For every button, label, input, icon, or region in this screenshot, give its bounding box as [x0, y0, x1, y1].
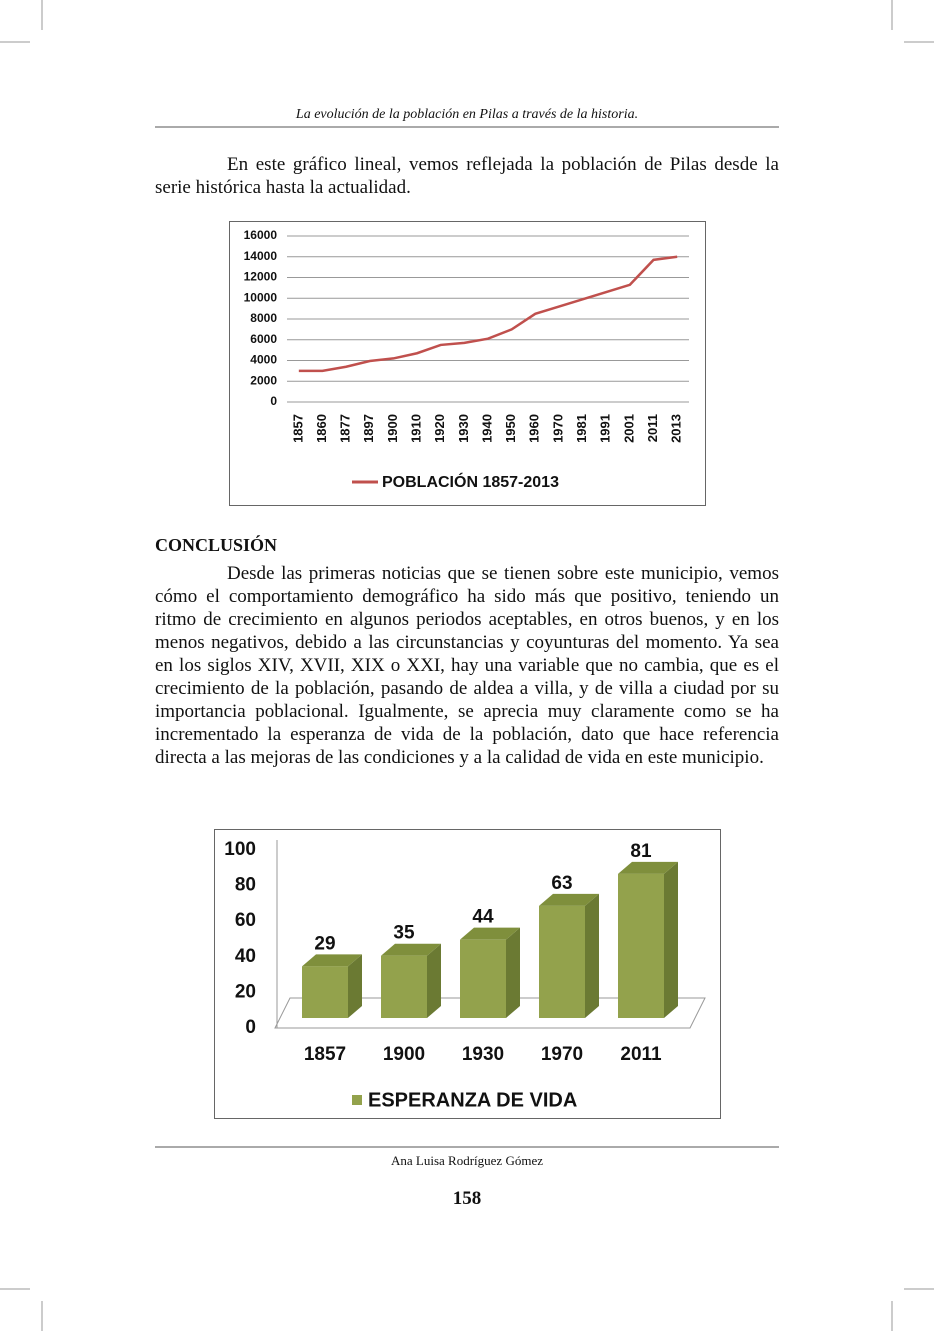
y-tick-label: 8000: [250, 311, 277, 325]
bar: [539, 893, 599, 1018]
y-tick-label: 40: [235, 946, 256, 967]
bar-top: [539, 893, 599, 906]
section-heading: CONCLUSIÓN: [155, 535, 278, 555]
bar-top: [460, 927, 520, 940]
x-tick-label: 1930: [456, 414, 471, 443]
data-label: 81: [630, 841, 652, 862]
y-tick-label: 0: [245, 1017, 256, 1038]
bar-side: [506, 927, 520, 1018]
bar-side: [348, 954, 362, 1018]
x-tick-label: 2011: [620, 1044, 662, 1065]
x-tick-label: 2011: [645, 414, 660, 442]
x-tick-label: 1860: [314, 414, 329, 443]
y-tick-label: 6000: [250, 332, 277, 346]
bar-side: [427, 943, 441, 1018]
x-tick-label: 1900: [385, 414, 400, 443]
x-tick-label: 1920: [432, 414, 447, 443]
y-tick-label: 80: [235, 875, 256, 896]
x-tick-label: 1857: [304, 1044, 346, 1065]
x-tick-label: 1950: [503, 414, 518, 443]
data-label: 44: [472, 907, 494, 928]
y-tick-label: 16000: [244, 228, 278, 242]
bar-front: [302, 966, 348, 1018]
bar-side: [585, 893, 599, 1018]
x-tick-label: 1877: [338, 414, 353, 443]
paragraph: En este gráfico lineal, vemos reflejada …: [155, 154, 779, 198]
x-tick-label: 1910: [408, 414, 423, 443]
y-tick-label: 60: [235, 910, 256, 931]
x-tick-label: 2013: [669, 414, 684, 443]
legend-label: ESPERANZA DE VIDA: [368, 1089, 577, 1111]
x-tick-label: 1897: [361, 414, 376, 443]
bar-side: [664, 861, 678, 1018]
bar-front: [460, 939, 506, 1018]
running-header: La evolución de la población en Pilas a …: [295, 107, 639, 122]
x-tick-label: 1991: [598, 414, 613, 443]
data-label: 29: [314, 933, 335, 954]
y-tick-label: 100: [224, 839, 256, 860]
bar-top: [618, 861, 678, 874]
x-tick-label: 1970: [541, 1044, 583, 1065]
bar: [302, 954, 362, 1018]
chart-frame: [229, 221, 706, 506]
x-tick-label: 1900: [383, 1044, 425, 1065]
x-tick-label: 1981: [574, 414, 589, 443]
data-label: 35: [393, 923, 415, 944]
author: Ana Luisa Rodríguez Gómez: [391, 1153, 543, 1168]
y-tick-label: 0: [270, 394, 277, 408]
y-tick-label: 12000: [244, 270, 278, 284]
paragraph: Desde las primeras noticias que se tiene…: [155, 563, 779, 768]
bar: [618, 861, 678, 1018]
bar: [381, 943, 441, 1018]
bar-top: [381, 943, 441, 956]
bar-front: [381, 955, 427, 1018]
legend-label: POBLACIÓN 1857-2013: [382, 472, 559, 491]
legend-swatch: [352, 1095, 362, 1105]
bar-front: [618, 873, 664, 1018]
x-tick-label: 1960: [527, 414, 542, 443]
y-tick-label: 20: [235, 981, 256, 1002]
x-tick-label: 2001: [621, 414, 636, 443]
y-tick-label: 10000: [244, 290, 278, 304]
y-tick-label: 14000: [244, 249, 278, 263]
bar-front: [539, 905, 585, 1018]
x-tick-label: 1970: [550, 414, 565, 443]
bar-top: [302, 954, 362, 967]
y-tick-label: 4000: [250, 353, 277, 367]
x-tick-label: 1930: [462, 1044, 504, 1065]
data-label: 63: [551, 873, 572, 894]
y-tick-label: 2000: [250, 373, 277, 387]
line-series: [298, 255, 678, 373]
bar: [460, 927, 520, 1018]
page-number: 158: [452, 1188, 482, 1209]
x-tick-label: 1857: [290, 414, 305, 443]
x-tick-label: 1940: [479, 414, 494, 443]
